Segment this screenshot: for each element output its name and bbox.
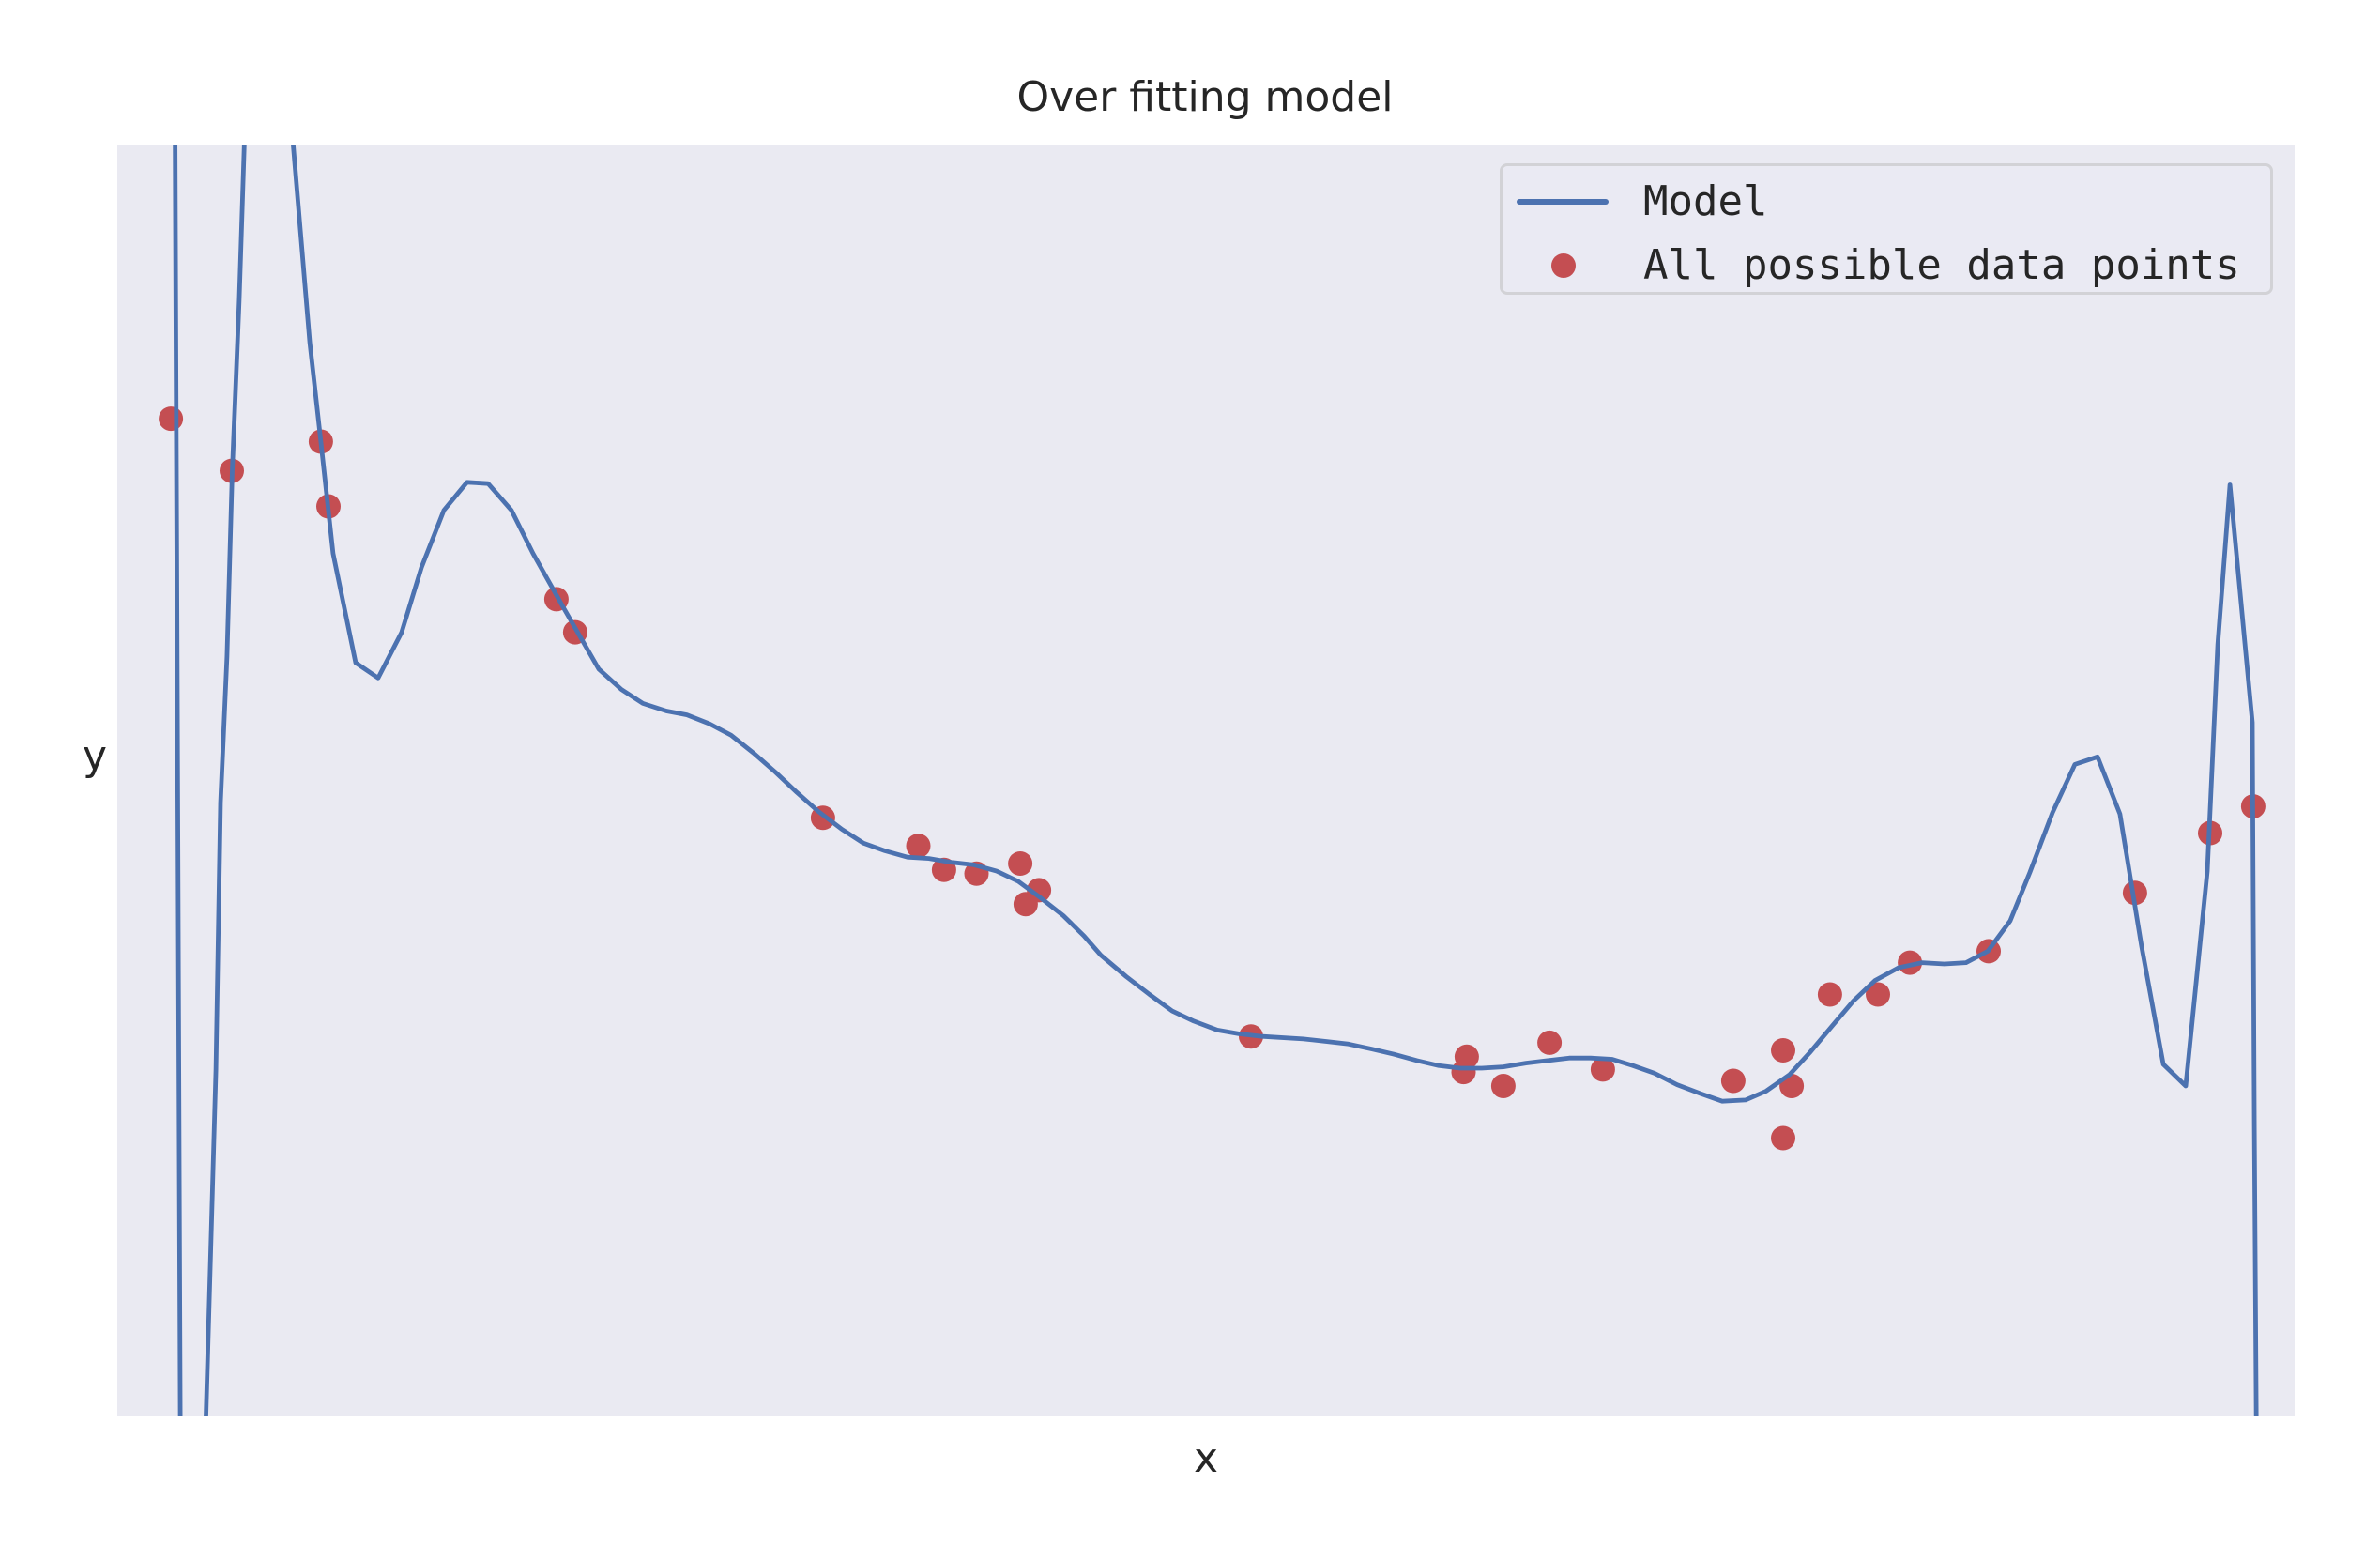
data-point	[1008, 851, 1033, 876]
legend-item-model: Model	[1503, 174, 2270, 230]
legend: Model All possible data points	[1500, 163, 2273, 295]
model-line-series	[173, 145, 2259, 1416]
legend-label: All possible data points	[1643, 241, 2240, 289]
data-point	[1537, 1030, 1563, 1055]
data-point	[1866, 982, 1890, 1007]
plot-canvas	[159, 145, 2266, 1416]
data-point	[1490, 1074, 1516, 1098]
legend-item-data-points: All possible data points	[1503, 237, 2270, 294]
data-point	[906, 834, 931, 859]
data-points-series	[159, 406, 2266, 1151]
data-point	[1720, 1068, 1746, 1094]
data-point	[1013, 892, 1038, 917]
data-point	[1771, 1125, 1795, 1151]
chart-title: Over fitting model	[1016, 73, 1394, 121]
data-point	[1771, 1038, 1795, 1063]
data-point	[159, 406, 184, 432]
x-axis-label: x	[1193, 1434, 1219, 1482]
data-point	[1590, 1057, 1615, 1082]
line-swatch-icon	[1517, 199, 1609, 205]
marker-dot-icon	[1551, 253, 1576, 278]
data-point	[1451, 1060, 1476, 1085]
model-line	[173, 145, 2259, 1416]
y-axis-label: y	[83, 732, 108, 780]
plot-area	[117, 145, 2295, 1416]
data-point	[1817, 982, 1842, 1007]
legend-label: Model	[1643, 177, 1768, 225]
